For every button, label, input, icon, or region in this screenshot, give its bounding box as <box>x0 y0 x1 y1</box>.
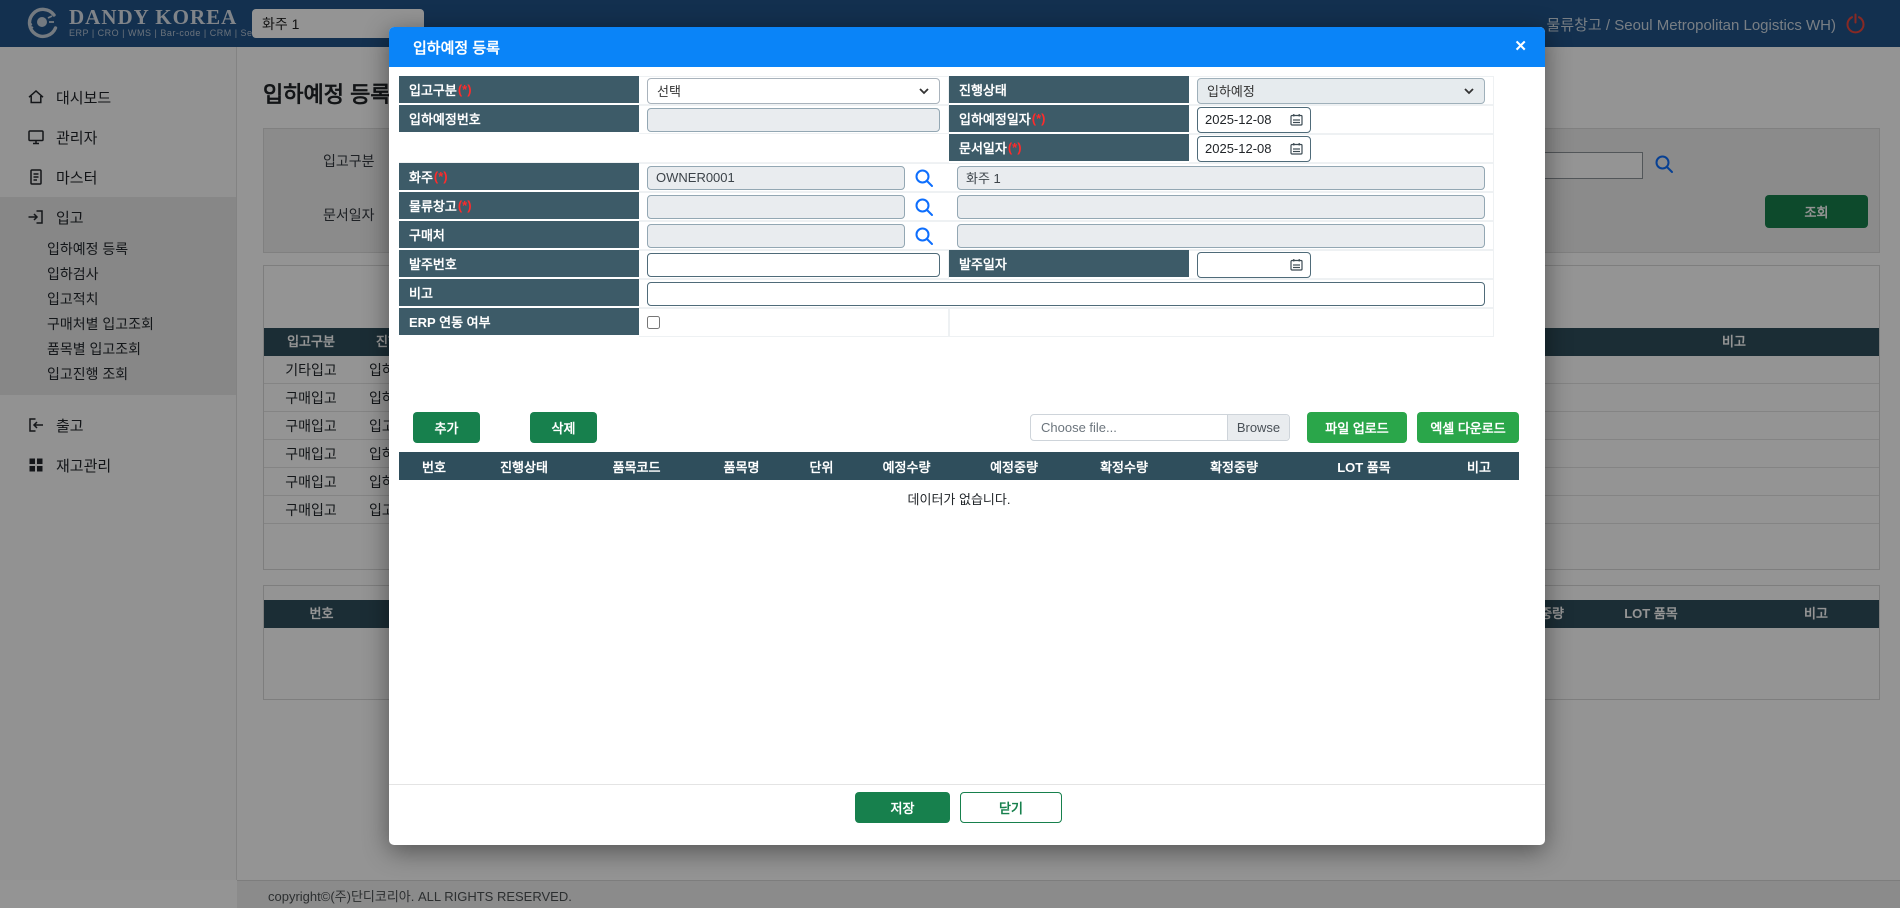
power-icon[interactable] <box>1845 13 1866 34</box>
add-row-button[interactable]: 추가 <box>413 412 480 443</box>
monitor-icon <box>27 128 45 146</box>
order-date-input[interactable] <box>1197 251 1311 278</box>
field-label-schedule-date: 입하예정일자 (*) <box>949 105 1189 134</box>
sidebar-subitem-inbound-by-item[interactable]: 품목별 입고조회 <box>47 341 142 357</box>
warehouse-name-input <box>957 194 1485 219</box>
field-label-doc-date: 문서일자 (*) <box>949 134 1189 163</box>
copyright-text: copyright©(주)단디코리아. ALL RIGHTS RESERVED. <box>268 889 572 904</box>
owner-name-input <box>957 165 1485 190</box>
erp-sync-checkbox[interactable] <box>647 316 660 329</box>
filter-label-doc-date: 문서일자 <box>323 207 375 223</box>
item-grid-header: 번호 진행상태 품목코드 품목명 단위 예정수량 예정중량 확정수량 확정중량 … <box>399 452 1519 480</box>
modal-header: 입하예정 등록 ✕ <box>389 27 1545 67</box>
sidebar-item-master[interactable]: 마스터 <box>0 157 236 197</box>
sidebar-subitem-inbound-progress[interactable]: 입고진행 조회 <box>47 366 129 382</box>
required-mark: (*) <box>1031 111 1046 126</box>
field-label-order-date: 발주일자 <box>949 250 1189 279</box>
browse-button[interactable]: Browse <box>1227 415 1289 440</box>
modal-footer-divider <box>389 784 1545 785</box>
header-warehouse-label: 물류창고 / Seoul Metropolitan Logistics WH) <box>1546 17 1836 34</box>
order-no-input[interactable] <box>647 252 940 277</box>
required-mark: (*) <box>457 198 472 213</box>
sidebar-item-dashboard[interactable]: 대시보드 <box>0 77 236 117</box>
brand-name: DANDY KOREA <box>69 5 238 29</box>
remark-input[interactable] <box>647 281 1485 306</box>
document-icon <box>27 168 45 186</box>
sidebar-subitem-inbound-schedule[interactable]: 입하예정 등록 <box>47 241 129 257</box>
field-label-erp: ERP 연동 여부 <box>399 308 639 337</box>
owner-code-input <box>647 165 905 190</box>
owner-search-icon[interactable] <box>913 167 935 189</box>
sidebar-item-admin[interactable]: 관리자 <box>0 117 236 157</box>
warehouse-search-icon[interactable] <box>913 196 935 218</box>
schedule-no-input <box>647 107 940 132</box>
scanner-circle-icon <box>26 5 60 39</box>
calendar-icon <box>1290 258 1303 271</box>
delete-row-button[interactable]: 삭제 <box>530 412 597 443</box>
brand-logo: DANDY KOREA ERP | CRO | WMS | Bar-code |… <box>26 5 274 39</box>
in-type-select[interactable]: 선택 <box>647 77 940 104</box>
box-arrow-out-icon <box>27 416 45 434</box>
app-footer: copyright©(주)단디코리아. ALL RIGHTS RESERVED. <box>237 880 1900 908</box>
doc-date-input[interactable]: 2025-12-08 <box>1197 135 1311 162</box>
required-mark: (*) <box>433 169 448 184</box>
sidebar-group-inbound: 입고 입하예정 등록 입하검사 입고적치 구매처별 입고조회 품목별 입고조회 … <box>0 197 236 395</box>
save-button[interactable]: 저장 <box>855 792 950 823</box>
field-label-order-no: 발주번호 <box>399 250 639 279</box>
sidebar-subitem-inbound-inspection[interactable]: 입하검사 <box>47 266 99 282</box>
excel-download-button[interactable]: 엑셀 다운로드 <box>1417 412 1519 443</box>
calendar-icon <box>1290 113 1303 126</box>
vendor-search-icon[interactable] <box>913 225 935 247</box>
field-label-in-type: 입고구분 (*) <box>399 76 639 105</box>
field-label-schedule-no: 입하예정번호 <box>399 105 639 134</box>
file-upload-button[interactable]: 파일 업로드 <box>1307 412 1407 443</box>
filter-label-in-type: 입고구분 <box>323 153 375 169</box>
search-button[interactable]: 조회 <box>1765 195 1868 228</box>
page-title: 입하예정 등록 <box>263 82 391 107</box>
file-input-placeholder: Choose file... <box>1041 420 1117 435</box>
home-icon <box>27 88 45 106</box>
sidebar: 대시보드 관리자 마스터 입고 입하예정 등록 입하검사 입고적치 구매처 <box>0 47 237 880</box>
brand-subtitle: ERP | CRO | WMS | Bar-code | CRM | Servi… <box>69 28 275 38</box>
required-mark: (*) <box>1007 140 1022 155</box>
field-label-warehouse: 물류창고 (*) <box>399 192 639 221</box>
chevron-down-icon <box>1463 85 1475 97</box>
modal-form: 입고구분 (*) 선택 진행상태 입하예정 <box>399 76 1494 337</box>
search-icon[interactable] <box>1653 153 1675 175</box>
chevron-down-icon <box>918 85 930 97</box>
calendar-icon <box>1290 142 1303 155</box>
modal-close-button[interactable]: 닫기 <box>960 792 1062 823</box>
warehouse-code-input <box>647 194 905 219</box>
sidebar-item-inbound[interactable]: 입고 <box>0 197 236 237</box>
close-icon[interactable]: ✕ <box>1514 38 1527 55</box>
schedule-date-input[interactable]: 2025-12-08 <box>1197 106 1311 133</box>
vendor-name-input <box>957 223 1485 248</box>
grid-empty-message: 데이터가 없습니다. <box>907 492 1011 507</box>
file-input[interactable]: Choose file... Browse <box>1030 414 1290 441</box>
field-label-status: 진행상태 <box>949 76 1189 105</box>
sidebar-subitem-inbound-putaway[interactable]: 입고적치 <box>47 291 99 307</box>
status-select[interactable]: 입하예정 <box>1197 77 1485 104</box>
box-arrow-in-icon <box>27 208 45 226</box>
field-label-vendor: 구매처 <box>399 221 639 250</box>
sidebar-item-outbound[interactable]: 출고 <box>0 405 236 445</box>
field-label-remark: 비고 <box>399 279 639 308</box>
field-label-owner: 화주 (*) <box>399 163 639 192</box>
sidebar-subitem-inbound-by-vendor[interactable]: 구매처별 입고조회 <box>47 316 154 332</box>
grid-icon <box>27 456 45 474</box>
modal-title: 입하예정 등록 <box>413 39 500 57</box>
vendor-code-input <box>647 223 905 248</box>
header-owner-select-value: 화주 1 <box>262 15 300 32</box>
inbound-schedule-modal: 입하예정 등록 ✕ 입고구분 (*) 선택 진행상태 입하예정 <box>389 27 1545 845</box>
sidebar-item-inventory[interactable]: 재고관리 <box>0 445 236 485</box>
required-mark: (*) <box>457 82 472 97</box>
